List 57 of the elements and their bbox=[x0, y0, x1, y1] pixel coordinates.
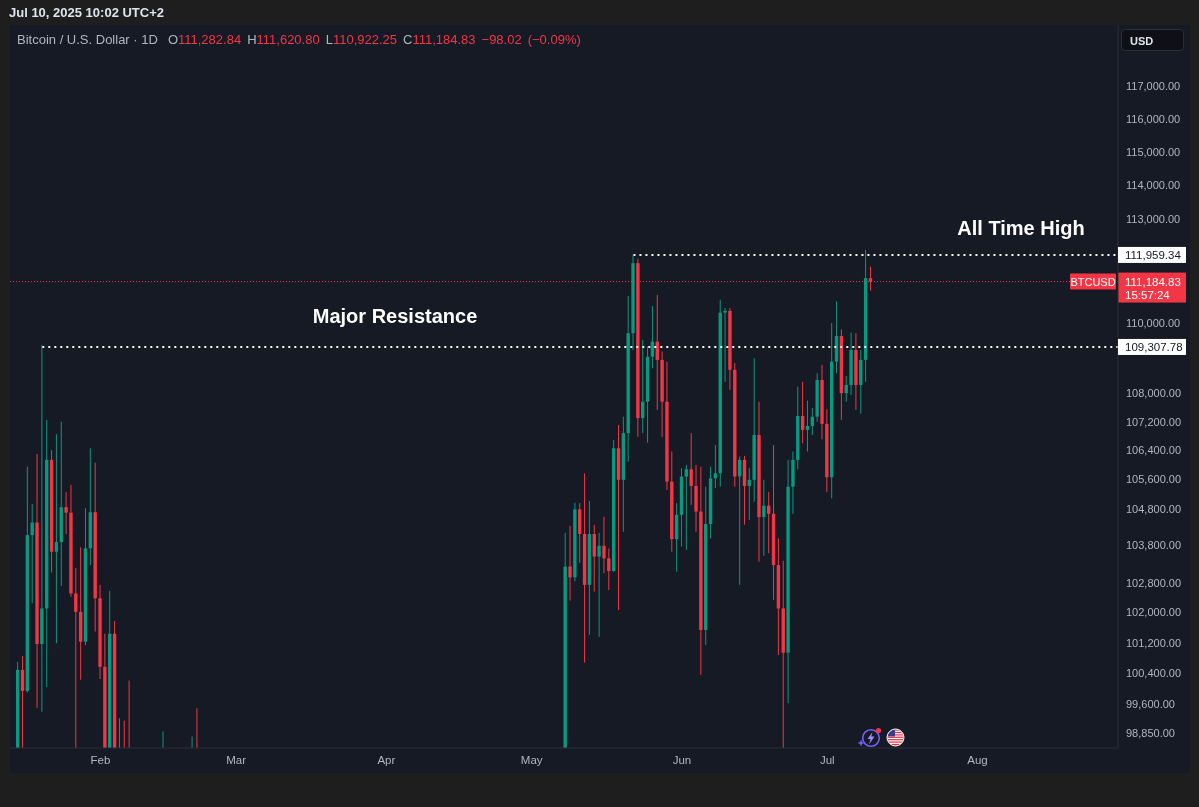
text: Jul 10, 2025 10:02 UTC+2 bbox=[9, 5, 165, 20]
candlestick bbox=[597, 532, 601, 638]
y-tick-label: 106,400.00 bbox=[1126, 444, 1182, 457]
annotation: BTCUSD bbox=[1070, 275, 1116, 288]
y-tick-label: 107,200.00 bbox=[1126, 415, 1182, 428]
y-tick-label: 100,400.00 bbox=[1126, 667, 1182, 680]
data-label: 111,959.34 bbox=[1125, 248, 1182, 261]
candlestick bbox=[689, 432, 693, 506]
x-tick-label: May bbox=[520, 754, 543, 767]
y-tick-label: 105,600.00 bbox=[1126, 473, 1182, 486]
candlestick bbox=[602, 516, 606, 574]
text: Bitcoin / U.S. Dollar · 1D bbox=[17, 32, 158, 47]
y-tick-label: 102,000.00 bbox=[1126, 606, 1182, 619]
x-tick-label: Mar bbox=[226, 754, 247, 767]
text: O111,282.84 H111,620.80 L110,922.25 C111,184.83 −98.02 (−0.09%) bbox=[167, 32, 581, 47]
x-tick-label: Aug bbox=[967, 754, 988, 767]
candlestick bbox=[196, 707, 198, 748]
ref-line-label: 111,184.83 bbox=[1125, 275, 1181, 288]
y-tick-label: 104,800.00 bbox=[1126, 502, 1182, 515]
candlestick bbox=[723, 307, 727, 383]
y-tick-label: 114,000.00 bbox=[1126, 179, 1181, 192]
y-tick-label: 99,600.00 bbox=[1126, 697, 1175, 710]
candlestick bbox=[30, 503, 34, 604]
candlestick bbox=[74, 567, 78, 748]
x-tick-label: Feb bbox=[90, 754, 111, 767]
candlestick bbox=[607, 547, 611, 591]
y-tick-label: 102,800.00 bbox=[1126, 576, 1182, 589]
candlestick bbox=[762, 479, 766, 557]
candlestick bbox=[805, 400, 810, 453]
candlestick bbox=[128, 680, 130, 748]
y-tick-label: 103,800.00 bbox=[1126, 539, 1182, 552]
x-tick-label: Jul bbox=[819, 754, 835, 767]
candlestick bbox=[54, 433, 59, 644]
annotation: Major Resistance bbox=[312, 304, 478, 328]
y-tick-label: 110,000.00 bbox=[1126, 316, 1181, 329]
y-tick-label: 98,850.00 bbox=[1126, 726, 1175, 739]
annotation: All Time High bbox=[957, 216, 1085, 240]
candlestick bbox=[64, 491, 68, 535]
candlestick bbox=[592, 524, 596, 593]
y-tick-label: 116,000.00 bbox=[1126, 112, 1181, 125]
data-label: 109,307.78 bbox=[1125, 340, 1183, 353]
candlestick bbox=[191, 736, 193, 748]
y-tick-label: 115,000.00 bbox=[1126, 145, 1181, 158]
candlestick bbox=[684, 464, 689, 551]
y-tick-label: 117,000.00 bbox=[1126, 79, 1181, 92]
y-axis-title: USD bbox=[1121, 29, 1184, 51]
text: 15:57:24 bbox=[1125, 288, 1171, 301]
y-tick-label: 108,000.00 bbox=[1126, 387, 1182, 400]
candlestick bbox=[118, 717, 120, 748]
candlestick bbox=[568, 525, 572, 602]
y-tick-label: 101,200.00 bbox=[1126, 636, 1182, 649]
candlestick bbox=[162, 730, 164, 748]
x-tick-label: Apr bbox=[377, 754, 396, 767]
candlestick bbox=[123, 720, 125, 748]
y-tick-label: 113,000.00 bbox=[1126, 213, 1181, 226]
x-tick-label: Jun bbox=[672, 754, 692, 767]
candlestick bbox=[40, 344, 44, 713]
